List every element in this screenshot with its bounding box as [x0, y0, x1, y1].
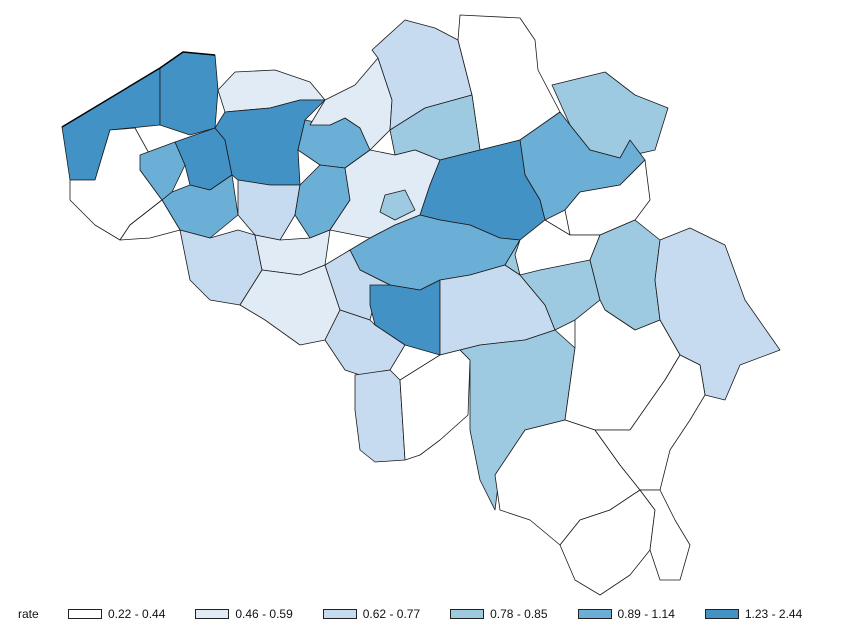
legend-swatch	[450, 609, 485, 619]
legend-label: 0.62 - 0.77	[362, 607, 421, 621]
legend: rate 0.22 - 0.44 0.46 - 0.59 0.62 - 0.77…	[18, 604, 838, 624]
region-arlon	[639, 489, 691, 581]
region-oudenaarde	[237, 179, 301, 241]
legend-swatch	[68, 609, 102, 619]
legend-label: 0.46 - 0.59	[235, 607, 293, 621]
legend-item: 0.22 - 0.44	[68, 607, 165, 621]
region-bastogne	[594, 354, 706, 491]
legend-swatch	[322, 609, 357, 619]
region-mouscron	[119, 199, 181, 241]
legend-item: 0.78 - 0.85	[450, 607, 548, 621]
legend-item: 1.23 - 2.44	[704, 607, 803, 621]
region-coast-north	[159, 51, 219, 136]
legend-item: 0.89 - 1.14	[577, 607, 675, 621]
region-huy-liege	[514, 219, 601, 276]
legend-label: 0.89 - 1.14	[617, 607, 675, 621]
legend-title: rate	[18, 607, 39, 621]
legend-swatch	[195, 609, 230, 619]
region-philippeville	[399, 349, 471, 461]
coastline	[61, 51, 216, 128]
choropleth-map	[61, 14, 781, 596]
legend-swatch	[704, 609, 739, 619]
legend-swatch	[577, 609, 612, 619]
legend-label: 0.22 - 0.44	[108, 607, 166, 621]
legend-item: 0.62 - 0.77	[322, 607, 421, 621]
region-brussel	[379, 189, 416, 221]
region-chimay	[354, 369, 406, 463]
legend-item: 0.46 - 0.59	[195, 607, 293, 621]
region-thuin	[324, 309, 406, 376]
legend-label: 0.78 - 0.85	[490, 607, 548, 621]
legend-label: 1.23 - 2.44	[744, 607, 803, 621]
